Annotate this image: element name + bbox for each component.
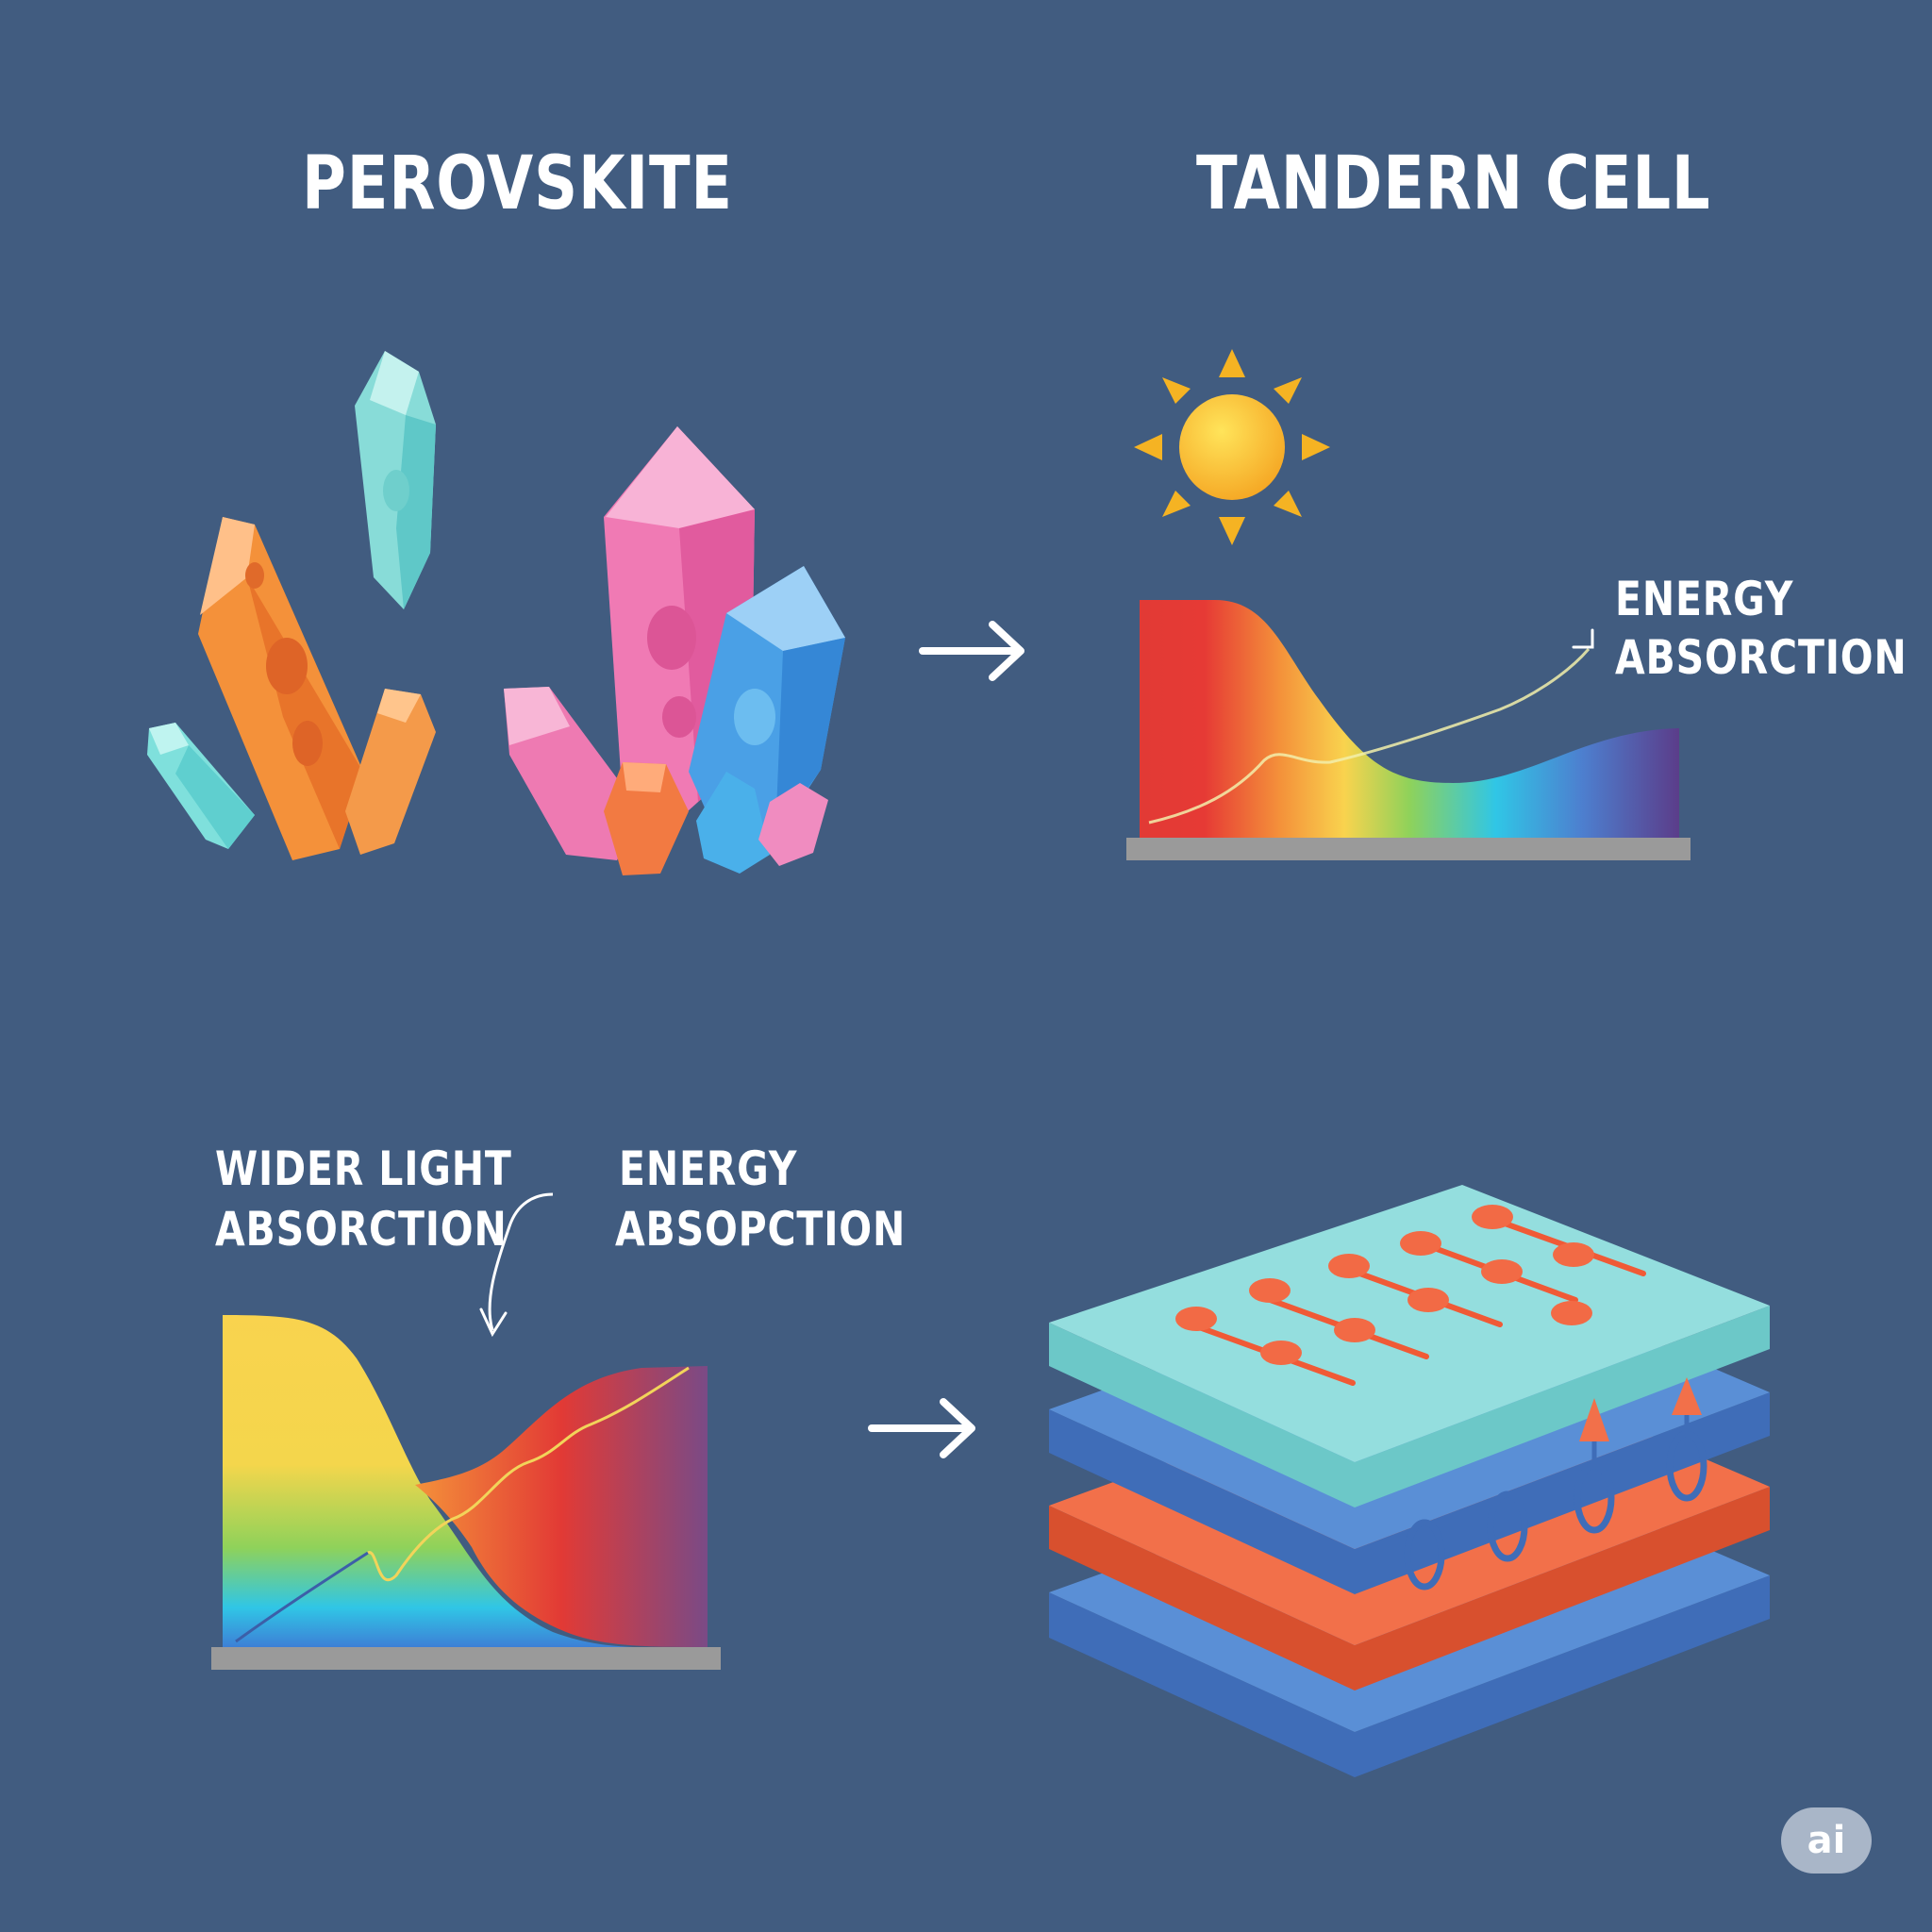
ai-badge: ai [1781,1807,1872,1874]
wider-light-absorction-label-line2: ABSORCTION [215,1202,508,1257]
energy-absopction-label-line1: ENERGY [619,1141,798,1196]
energy-absorction-label-line2: ABSORCTION [1615,630,1907,685]
arrow-right-icon [919,621,1024,681]
perovskite-title: PEROVSKITE [302,142,733,226]
top-spectrum-chart [1126,600,1690,860]
stacked-layers-icon [1049,1185,1770,1777]
crystal-cluster-icon [147,351,845,875]
sun-icon [1134,349,1330,545]
arrow-right-icon [868,1398,975,1458]
tandem-cell-title: TANDERN CELL [1196,142,1711,226]
bottom-spectrum-chart [211,1192,721,1670]
wider-light-absorction-label-line1: WIDER LIGHT [215,1141,512,1196]
arrow-right-icon [1572,628,1594,649]
energy-absorction-label-line1: ENERGY [1615,572,1794,626]
energy-absopction-label-line2: ABSOPCTION [615,1202,907,1257]
